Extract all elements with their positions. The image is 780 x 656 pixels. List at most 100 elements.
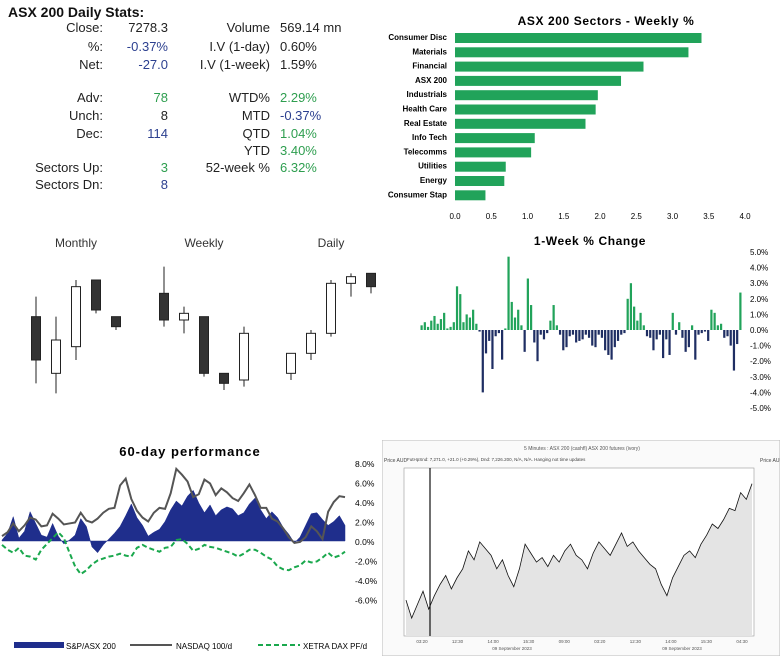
stat-value: 3 <box>160 160 168 175</box>
category-label: Telecomms <box>404 147 448 156</box>
change-bar <box>729 330 732 346</box>
stat-value: 2.29% <box>280 90 317 105</box>
stat-value: -27.0 <box>138 57 168 72</box>
legend-label: S&P/ASX 200 <box>66 642 116 651</box>
price-label: Price AUD <box>384 458 407 464</box>
change-bar <box>472 309 475 330</box>
candle-body <box>159 292 169 321</box>
candle-body <box>111 316 121 328</box>
category-label: Consumer Stap <box>388 190 447 199</box>
change-bar <box>652 330 655 351</box>
y-tick-label: 6.0% <box>355 479 375 489</box>
change-bar <box>658 330 661 335</box>
series-area <box>406 483 752 636</box>
change-bar <box>565 330 568 348</box>
chart-title: ASX 200 Sectors - Weekly % <box>518 14 695 28</box>
y-tick-label: 0.0% <box>750 326 768 335</box>
category-label: ASX 200 <box>415 76 448 85</box>
change-bar <box>700 330 703 334</box>
candlestick-panels: Monthly Weekly Daily <box>31 236 376 394</box>
x-tick-label: 12:30 <box>630 639 642 644</box>
change-bar <box>687 330 690 348</box>
change-bar <box>684 330 687 352</box>
x-tick-label: 15:30 <box>523 639 535 644</box>
change-bar <box>439 319 443 330</box>
sector-bar <box>455 133 535 144</box>
chart-title: 5 Minutes : ASX 200 (cashfl) ASX 200 fut… <box>524 446 640 452</box>
series-line <box>1 466 346 545</box>
change-bar <box>430 320 433 330</box>
change-bar <box>671 312 674 330</box>
stat-label: I.V (1-day) <box>209 39 270 54</box>
change-bar <box>626 298 629 330</box>
stat-label: %: <box>87 39 103 54</box>
candle-body <box>91 279 101 311</box>
change-bar <box>542 330 546 340</box>
x-tick-label: 0.5 <box>486 212 498 221</box>
series-line <box>1 530 346 576</box>
x-tick-label: 2.5 <box>631 212 643 221</box>
change-bar <box>616 330 620 341</box>
change-bar <box>426 326 430 330</box>
candle-body <box>239 332 249 381</box>
sector-bar <box>455 104 596 115</box>
change-bar <box>600 330 604 338</box>
change-bar <box>607 330 610 355</box>
y-tick-label: 2.0% <box>750 295 768 304</box>
change-bar <box>536 330 539 362</box>
intraday-futures-chart: 5 Minutes : ASX 200 (cashfl) ASX 200 fut… <box>382 440 780 656</box>
change-bar <box>716 325 719 330</box>
change-bar <box>655 330 658 340</box>
legend-swatch <box>14 642 64 648</box>
panel-label: Monthly <box>55 236 97 250</box>
change-bar <box>546 330 549 334</box>
one-week-change-chart: 1-Week % Change 5.0% 4.0% 3.0% 2.0% 1.0% 0.0% -… <box>420 234 771 413</box>
candle-body <box>31 316 41 361</box>
chart-title: 1-Week % Change <box>534 234 646 248</box>
change-bar <box>478 330 481 332</box>
change-bar <box>446 328 449 330</box>
stat-value: 114 <box>147 126 168 141</box>
sector-bar <box>455 118 586 129</box>
change-bar <box>465 314 468 330</box>
category-label: Real Estate <box>404 119 448 128</box>
change-bar <box>678 322 681 330</box>
candle-body <box>71 286 81 348</box>
x-tick-label: 0.0 <box>449 212 461 221</box>
chart-title: 60-day performance <box>119 444 261 459</box>
stat-value: 8 <box>160 177 168 192</box>
change-bar <box>517 309 520 330</box>
change-bar <box>533 330 536 343</box>
y-tick-label: 4.0% <box>355 498 375 508</box>
x-tick-label: 1.0 <box>522 212 534 221</box>
category-label: Materials <box>412 47 447 56</box>
stat-value: 1.04% <box>280 126 317 141</box>
change-bar <box>713 312 716 330</box>
stat-label: Dec: <box>76 126 103 141</box>
change-bar <box>587 330 591 338</box>
change-bar <box>468 317 472 330</box>
change-bar <box>610 330 613 360</box>
chart-header: FutHpSnd: 7,271.0, +21.0 (+0.29%), Dnd: … <box>407 457 586 462</box>
stat-value: 8 <box>160 108 168 123</box>
y-tick-label: 1.0% <box>750 310 768 319</box>
change-bar <box>562 330 565 351</box>
change-bar <box>578 330 581 341</box>
stat-value: -0.37% <box>280 108 322 123</box>
stat-value: 78 <box>153 90 168 105</box>
stat-value: 7278.3 <box>128 20 168 35</box>
change-bar <box>636 320 639 330</box>
change-bar <box>690 325 694 330</box>
panel-label: Weekly <box>184 236 223 250</box>
change-bar <box>584 330 587 335</box>
candle-body <box>306 332 316 354</box>
change-bar <box>481 330 484 393</box>
category-label: Financial <box>412 62 447 71</box>
change-bar <box>552 305 555 330</box>
candle-body <box>179 312 189 321</box>
x-tick-label: 14:00 <box>487 639 499 644</box>
y-tick-label: 4.0% <box>750 264 768 273</box>
category-label: Utilities <box>418 162 447 171</box>
change-bar <box>649 330 652 338</box>
sector-weekly-chart: ASX 200 Sectors - Weekly % Consumer Disc M… <box>388 14 751 221</box>
